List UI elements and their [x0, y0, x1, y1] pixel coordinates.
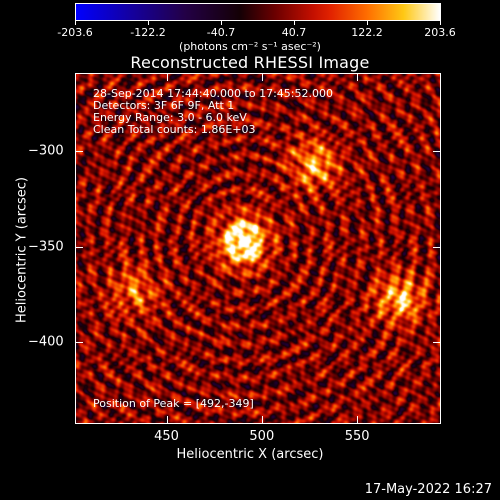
y-tick-label: −300 — [28, 143, 64, 159]
y-axis-label: Heliocentric Y (arcsec) — [14, 177, 30, 323]
annotation-clean-counts: Clean Total counts: 1.86E+03 — [93, 123, 256, 136]
axis-tick — [166, 74, 168, 81]
x-tick-label: 550 — [344, 429, 370, 444]
y-tick-label: −400 — [28, 334, 64, 350]
axis-tick — [433, 151, 440, 153]
colorbar-tick-label: -122.2 — [130, 26, 166, 39]
heatmap-image — [75, 73, 441, 424]
colorbar-tick — [440, 20, 441, 25]
colorbar-tick-label: 122.2 — [351, 26, 383, 39]
colorbar — [75, 3, 441, 21]
axis-tick — [433, 246, 440, 248]
chart-title: Reconstructed RHESSI Image — [130, 53, 370, 72]
colorbar-units: (photons cm⁻² s⁻¹ asec⁻²) — [179, 40, 321, 53]
x-axis-label: Heliocentric X (arcsec) — [176, 447, 324, 462]
axis-tick — [433, 341, 440, 343]
axis-tick — [76, 151, 83, 153]
axis-tick — [357, 416, 359, 423]
y-tick-label: −350 — [28, 239, 64, 255]
colorbar-tick-label: 40.7 — [281, 26, 307, 39]
annotation-detectors: Detectors: 3F 6F 9F, Att 1 — [93, 99, 235, 112]
x-tick-label: 450 — [154, 429, 179, 444]
axis-tick — [76, 246, 83, 248]
x-tick-label: 500 — [249, 429, 275, 444]
axis-tick — [166, 416, 168, 423]
colorbar-tick — [75, 20, 76, 25]
colorbar-tick — [148, 20, 149, 25]
axis-tick — [76, 341, 83, 343]
colorbar-tick — [294, 20, 295, 25]
colorbar-tick-label: -40.7 — [206, 26, 236, 39]
annotation-time-range: 28-Sep-2014 17:44:40.000 to 17:45:52.000 — [93, 87, 333, 100]
colorbar-tick-label: -203.6 — [57, 26, 93, 39]
plot-area: 28-Sep-2014 17:44:40.000 to 17:45:52.000… — [75, 73, 441, 424]
colorbar-tick — [221, 20, 222, 25]
annotation-energy-range: Energy Range: 3.0 - 6.0 keV — [93, 111, 247, 124]
annotation-peak-position: Position of Peak = [492,-349] — [93, 397, 254, 410]
axis-tick — [261, 74, 263, 81]
colorbar-tick-label: 203.6 — [424, 26, 456, 39]
axis-tick — [357, 74, 359, 81]
colorbar-tick — [367, 20, 368, 25]
timestamp: 17-May-2022 16:27 — [364, 482, 492, 497]
plot-frame — [75, 73, 441, 424]
axis-tick — [261, 416, 263, 423]
